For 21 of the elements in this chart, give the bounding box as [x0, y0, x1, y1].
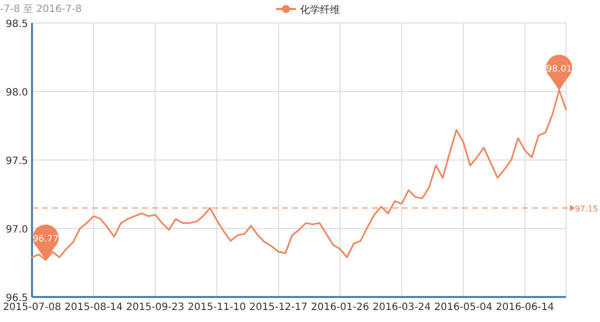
- x-tick-label: 2016-05-04: [434, 302, 492, 313]
- y-tick-label: 96.5: [6, 293, 28, 304]
- legend: 化学纤维: [276, 5, 340, 16]
- x-tick-label: 2015-07-08: [2, 302, 62, 313]
- ref-line-label: 97.15: [575, 204, 598, 214]
- line-series: [31, 89, 567, 261]
- x-tick-label: 2015-11-10: [188, 302, 246, 313]
- x-tick-label: 2016-03-24: [372, 302, 431, 313]
- chart-title: -7-8 至 2016-7-8: [0, 4, 82, 15]
- x-tick-label: 2016-06-14: [496, 302, 554, 313]
- x-tick-label: 2015-12-17: [249, 302, 308, 313]
- data-label: 96.77: [32, 234, 59, 245]
- x-tick-label: 2015-09-23: [126, 302, 184, 313]
- y-tick-label: 98.5: [6, 19, 28, 30]
- y-tick-label: 97.5: [6, 156, 28, 167]
- y-tick-label: 97.0: [6, 224, 28, 236]
- x-tick-label: 2016-01-26: [311, 302, 370, 313]
- data-label: 98.01: [546, 64, 572, 75]
- y-tick-label: 98.0: [6, 88, 28, 98]
- legend-label: 化学纤维: [300, 4, 340, 16]
- x-tick-label: 2015-08-14: [64, 302, 123, 313]
